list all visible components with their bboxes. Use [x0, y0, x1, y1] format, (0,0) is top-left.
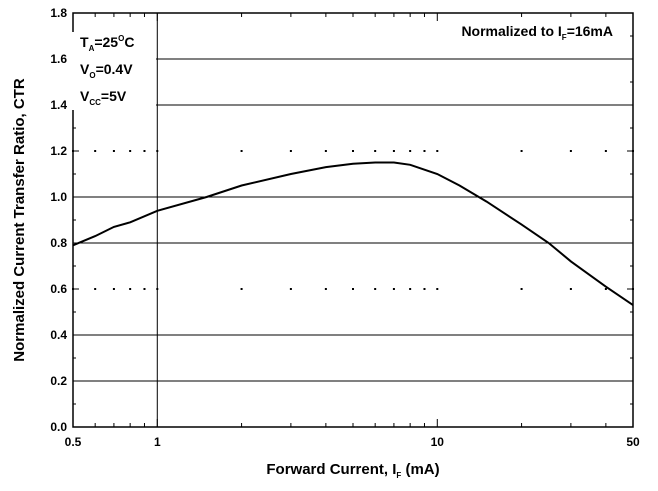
grid-dot — [143, 288, 146, 290]
y-tick-label: 1.4 — [50, 98, 67, 112]
grid — [72, 58, 634, 382]
normalized-annotation: Normalized to IF=16mA — [461, 23, 613, 42]
x-tick-labels: 0.5 1 10 50 — [65, 435, 640, 449]
grid-dot — [409, 288, 412, 290]
conditions-box: TA=25OC VO=0.4V VCC=5V — [72, 32, 156, 110]
grid-dot — [374, 288, 377, 290]
grid-dot — [352, 288, 354, 290]
grid-dot — [392, 288, 395, 290]
y-tick-label: 0.4 — [50, 328, 67, 342]
grid-dot — [436, 150, 439, 152]
x-axis-label: Forward Current, IF (mA) — [266, 461, 439, 480]
grid-dot — [289, 288, 292, 290]
y-axis-label: Normalized Current Transfer Ratio, CTR — [11, 78, 28, 362]
grid-dot — [423, 288, 426, 290]
grid-dot — [520, 288, 523, 290]
x-tick-label: 1 — [154, 435, 161, 449]
y-tick-label: 1.2 — [50, 144, 67, 158]
condition-vcc: VCC=5V — [80, 88, 127, 107]
grid-dot — [94, 288, 97, 290]
grid-dot — [520, 150, 523, 152]
ctr-curve — [72, 161, 634, 306]
x-tick-label: 50 — [626, 435, 640, 449]
grid-dot — [569, 288, 572, 290]
grid-dot — [129, 150, 132, 152]
grid-dot — [392, 150, 395, 152]
condition-vo: VO=0.4V — [80, 61, 133, 80]
y-tick-label: 0.2 — [50, 374, 67, 388]
grid-dot — [374, 150, 377, 152]
grid-dot — [324, 150, 327, 152]
y-tick-label: 1.6 — [50, 52, 67, 66]
grid-dot — [352, 150, 354, 152]
grid-dot — [129, 288, 132, 290]
conditions-background — [72, 32, 156, 110]
y-tick-label: 1.0 — [50, 190, 67, 204]
x-tick-label: 0.5 — [65, 435, 82, 449]
grid-dot — [94, 150, 97, 152]
y-tick-label: 0.6 — [50, 282, 67, 296]
grid-dot — [436, 288, 439, 290]
grid-dot — [604, 150, 607, 152]
grid-dot — [423, 150, 426, 152]
grid-dot — [240, 288, 243, 290]
y-tick-label: 0.0 — [50, 420, 67, 434]
condition-ta: TA=25OC — [80, 34, 134, 53]
y-tick-label: 1.8 — [50, 6, 67, 20]
grid-dot — [112, 150, 115, 152]
y-tick-label: 0.8 — [50, 236, 67, 250]
grid-dot — [143, 150, 146, 152]
grid-dot — [240, 150, 243, 152]
grid-dot — [409, 150, 412, 152]
grid-dot — [324, 288, 327, 290]
grid-dot — [569, 150, 572, 152]
x-grid — [94, 13, 607, 427]
grid-dot — [112, 288, 115, 290]
grid-dot — [604, 288, 607, 290]
grid-dot — [289, 150, 292, 152]
x-tick-label: 10 — [431, 435, 445, 449]
